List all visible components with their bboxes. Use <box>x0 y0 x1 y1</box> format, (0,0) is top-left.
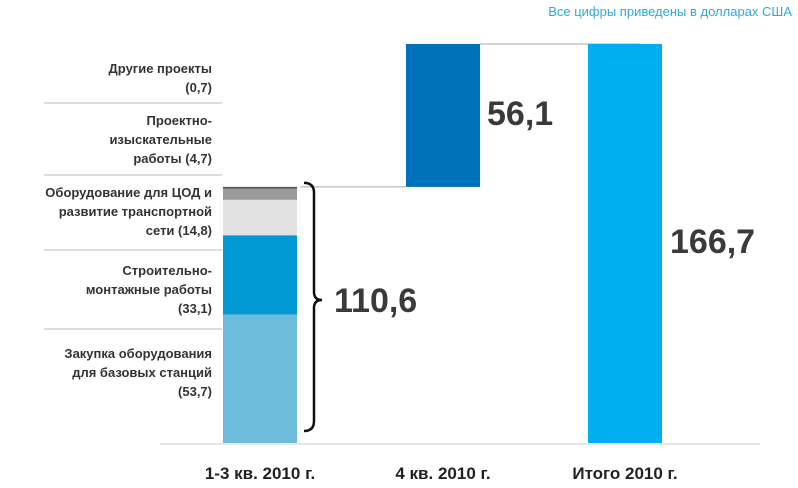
currency-note: Все цифры приведены в долларах США <box>548 4 792 19</box>
bar-segment-1 <box>223 314 297 443</box>
category-label-1: 1-3 кв. 2010 г. <box>205 464 315 483</box>
bar-total <box>588 44 662 443</box>
bar-segment-2 <box>223 235 297 315</box>
q4-value-label: 56,1 <box>487 95 553 133</box>
segment-label-2: Строительно- монтажные работы (33,1) <box>85 262 212 316</box>
segment-label-4: Проектно- изыскательные работы (4,7) <box>109 112 212 166</box>
segment-label-3: Оборудование для ЦОД и развитие транспор… <box>45 184 212 238</box>
category-label-3: Итого 2010 г. <box>572 464 677 483</box>
total-value-label: 166,7 <box>670 223 755 261</box>
stack-bracket <box>303 181 323 433</box>
stack-total-label: 110,6 <box>334 282 417 320</box>
bar-segment-4 <box>223 188 297 200</box>
bar-segment-3 <box>223 199 297 236</box>
bar-q4 <box>406 44 480 187</box>
category-label-2: 4 кв. 2010 г. <box>395 464 490 483</box>
segment-label-5: Другие проекты (0,7) <box>108 61 212 95</box>
segment-label-1: Закупка оборудования для базовых станций… <box>64 345 212 399</box>
bar-segment-5 <box>223 186 297 189</box>
